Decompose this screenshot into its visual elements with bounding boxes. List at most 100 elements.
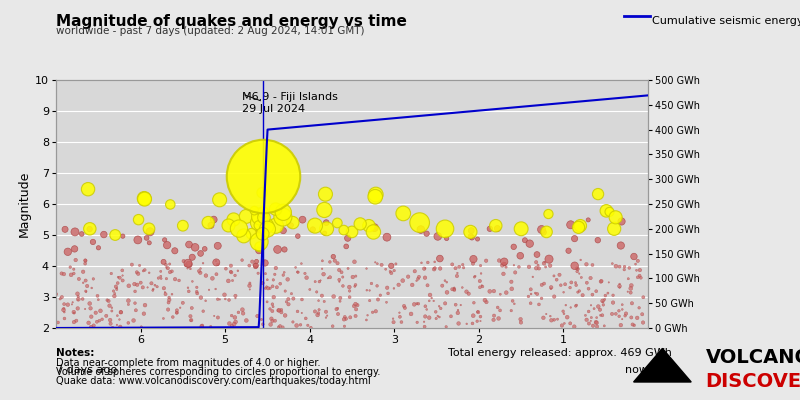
Point: [79, 277, 92, 284]
Point: [92, 244, 105, 251]
Point: [79, 288, 92, 294]
Point: [70, 318, 82, 324]
Point: [211, 314, 224, 321]
Point: [102, 298, 115, 304]
Point: [545, 284, 558, 290]
Point: [350, 306, 362, 312]
Point: [524, 286, 537, 292]
Point: [254, 244, 266, 250]
Point: [410, 319, 423, 326]
Point: [396, 278, 409, 284]
Point: [586, 292, 599, 298]
Point: [273, 307, 286, 314]
Point: [154, 268, 167, 274]
Point: [405, 311, 418, 317]
Point: [434, 305, 447, 312]
Point: [329, 258, 342, 264]
Point: [111, 280, 124, 286]
Point: [618, 266, 630, 273]
Point: [85, 324, 98, 330]
Point: [320, 226, 333, 232]
Point: [505, 308, 518, 314]
Point: [585, 318, 598, 324]
Point: [506, 286, 518, 292]
Point: [451, 270, 464, 276]
Point: [630, 315, 643, 321]
Point: [72, 293, 85, 300]
Point: [631, 258, 644, 264]
Point: [321, 312, 334, 319]
Point: [265, 316, 278, 322]
Point: [508, 301, 521, 307]
Text: now: now: [625, 365, 648, 375]
Point: [306, 226, 319, 233]
Point: [170, 310, 183, 316]
Point: [548, 316, 561, 323]
Point: [122, 320, 134, 326]
Point: [553, 272, 566, 278]
Point: [596, 298, 609, 304]
Point: [387, 285, 400, 292]
Point: [626, 300, 638, 306]
Point: [110, 286, 123, 293]
Point: [445, 313, 458, 320]
Point: [606, 311, 618, 317]
Point: [173, 277, 186, 284]
Point: [606, 299, 619, 306]
Point: [598, 296, 611, 303]
Text: Magnitude of quakes and energy vs time: Magnitude of quakes and energy vs time: [56, 14, 407, 29]
Point: [55, 270, 68, 277]
Point: [574, 257, 587, 263]
Text: M6.9 - Fiji Islands
29 Jul 2024: M6.9 - Fiji Islands 29 Jul 2024: [242, 92, 338, 114]
Point: [186, 278, 198, 285]
Point: [270, 222, 282, 229]
Point: [533, 265, 546, 272]
Point: [592, 303, 605, 310]
Point: [82, 320, 95, 326]
Point: [371, 296, 384, 303]
Point: [599, 292, 612, 299]
Point: [164, 269, 177, 275]
Point: [193, 268, 206, 274]
Point: [446, 261, 458, 268]
Point: [375, 262, 388, 268]
Point: [558, 310, 570, 317]
Point: [610, 311, 622, 317]
Point: [491, 304, 504, 311]
Point: [606, 292, 619, 298]
Point: [282, 296, 294, 302]
Point: [195, 323, 208, 330]
Point: [426, 295, 438, 301]
Point: [230, 319, 242, 325]
Point: [226, 277, 239, 284]
Point: [452, 320, 465, 327]
Point: [582, 320, 595, 327]
Point: [346, 274, 359, 280]
Point: [58, 301, 70, 307]
Point: [161, 242, 174, 248]
Point: [613, 283, 626, 289]
Point: [597, 302, 610, 308]
Point: [157, 315, 170, 322]
Point: [362, 222, 375, 229]
Point: [386, 316, 399, 322]
Point: [194, 270, 206, 276]
Point: [564, 222, 577, 228]
Point: [83, 226, 96, 232]
Point: [565, 279, 578, 286]
Point: [252, 229, 265, 236]
Point: [319, 191, 332, 197]
Point: [570, 302, 583, 308]
Point: [380, 299, 393, 306]
Text: DISCOVERY: DISCOVERY: [706, 372, 800, 392]
Point: [313, 306, 326, 313]
Point: [138, 195, 150, 202]
Point: [87, 276, 100, 282]
Point: [286, 219, 299, 226]
Point: [627, 253, 640, 260]
Point: [506, 298, 519, 304]
Point: [256, 190, 269, 196]
Point: [250, 263, 263, 269]
Point: [530, 265, 542, 272]
Point: [361, 312, 374, 318]
